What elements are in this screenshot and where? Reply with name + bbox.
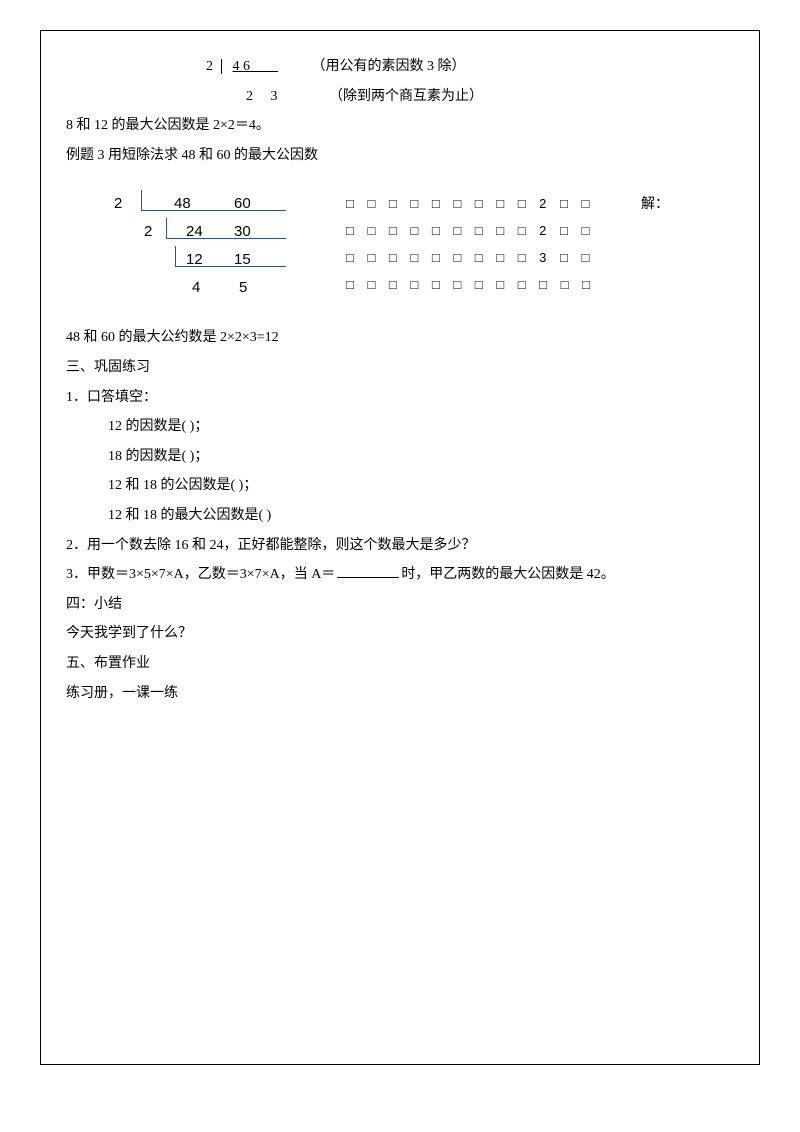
sd-n4a: 4: [192, 274, 200, 303]
box1-text: □ □ □ □ □ □ □ □ □ 2 □ □: [346, 196, 594, 211]
sd-n1b: 60: [234, 190, 251, 219]
q3-blank: [337, 564, 399, 578]
sd-n3b: 15: [234, 246, 251, 275]
quotient-2: 2: [246, 89, 253, 104]
q2: 2．用一个数去除 16 和 24，正好都能整除，则这个数最大是多少？: [66, 533, 734, 560]
example-3-title: 例题 3 用短除法求 48 和 60 的最大公因数: [66, 143, 734, 170]
box-row-1: □ □ □ □ □ □ □ □ □ 2 □ □ 解：: [346, 192, 669, 214]
short-division-wrap: 2 48 60 2 24 30 12 15 4 5 □ □ □ □ □ □: [96, 187, 734, 307]
section-5-title: 五、布置作业: [66, 651, 734, 678]
sd-n4b: 5: [239, 274, 247, 303]
q1: 1．口答填空：: [66, 385, 734, 412]
section-4-title: 四：小结: [66, 592, 734, 619]
note-1: （用公有的素因数 3 除）: [312, 54, 466, 81]
gcf-8-12: 8 和 12 的最大公因数是 2×2＝4。: [66, 113, 734, 140]
divisor-2: 2: [206, 59, 213, 74]
q1c: 12 和 18 的公因数是( )；: [66, 473, 734, 500]
box-row-3: □ □ □ □ □ □ □ □ □ 3 □ □: [346, 246, 669, 268]
sd-h2: [166, 238, 286, 239]
page-border: 2 4 6 （用公有的素因数 3 除） 2 3 （除到两个商互素为止） 8 和 …: [40, 30, 760, 1065]
sd-v1: [141, 190, 142, 210]
short-division-boxes: □ □ □ □ □ □ □ □ □ 2 □ □ 解： □ □ □ □ □ □ □…: [346, 187, 669, 300]
division-step-2: 2 3 （除到两个商互素为止）: [66, 84, 734, 111]
sd-n2b: 30: [234, 218, 251, 247]
sd-n3a: 12: [186, 246, 203, 275]
sd-n1a: 48: [174, 190, 191, 219]
q1a: 12 的因数是( )；: [66, 414, 734, 441]
sd-d1: 2: [114, 190, 122, 219]
jie-label: 解：: [641, 192, 669, 219]
q1d: 12 和 18 的最大公因数是( ): [66, 503, 734, 530]
q3: 3．甲数＝3×5×7×A，乙数＝3×7×A，当 A＝ 时，甲乙两数的最大公因数是 …: [66, 562, 734, 589]
q3b: 时，甲乙两数的最大公因数是 42。: [401, 567, 615, 582]
sd-n2a: 24: [186, 218, 203, 247]
gcf-48-60: 48 和 60 的最大公约数是 2×2×3=12: [66, 325, 734, 352]
dividends-4-6: 4 6: [233, 59, 279, 74]
sd-h3: [175, 266, 286, 267]
section-4-a: 今天我学到了什么？: [66, 621, 734, 648]
sd-h1: [141, 210, 286, 211]
box-row-2: □ □ □ □ □ □ □ □ □ 2 □ □: [346, 219, 669, 241]
note-2: （除到两个商互素为止）: [329, 84, 483, 111]
box-row-4: □ □ □ □ □ □ □ □ □ □ □ □: [346, 273, 669, 295]
short-division-diagram: 2 48 60 2 24 30 12 15 4 5: [96, 187, 311, 307]
q3a: 3．甲数＝3×5×7×A，乙数＝3×7×A，当 A＝: [66, 567, 335, 582]
section-5-a: 练习册，一课一练: [66, 681, 734, 708]
sd-v2: [166, 218, 167, 238]
vbar: [221, 59, 226, 74]
q1b: 18 的因数是( )；: [66, 444, 734, 471]
page-outer: 2 4 6 （用公有的素因数 3 除） 2 3 （除到两个商互素为止） 8 和 …: [0, 0, 800, 1095]
division-step-1: 2 4 6 （用公有的素因数 3 除）: [66, 54, 734, 81]
sd-v3: [175, 246, 176, 266]
section-3-title: 三、巩固练习: [66, 355, 734, 382]
quotient-3: 3: [271, 89, 278, 104]
sd-d2: 2: [144, 218, 152, 247]
